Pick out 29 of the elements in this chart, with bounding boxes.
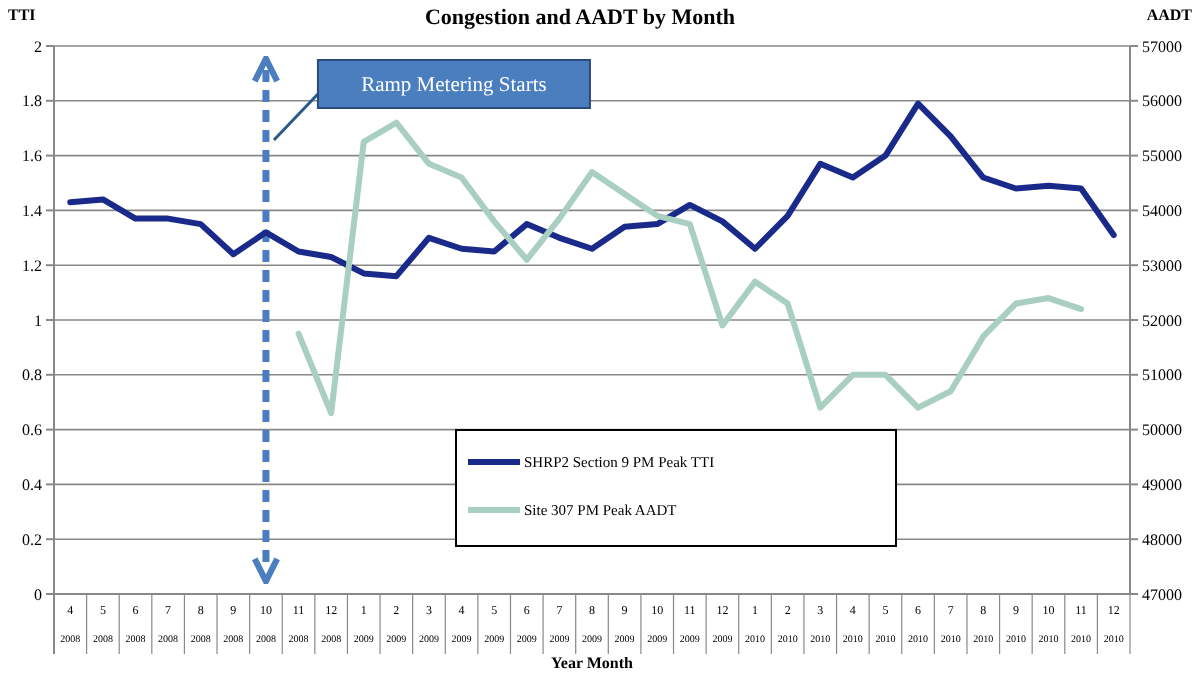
y-tick-label: 1.8: [22, 92, 42, 111]
y2-tick-label: 53000: [1142, 256, 1182, 275]
y2-tick-label: 50000: [1142, 421, 1182, 440]
annotation: Ramp Metering Starts: [361, 75, 547, 98]
y2-tick-label: 54000: [1142, 202, 1182, 220]
y2-tick-label: 48000: [1142, 530, 1182, 549]
y-tick-label: 1.2: [22, 256, 42, 275]
chart-title: Congestion and AADT by Month: [424, 6, 736, 30]
y2-tick-label: 52000: [1142, 311, 1182, 330]
y-tick-label: 0: [34, 585, 42, 604]
x-axis-title: Year Month: [551, 654, 635, 672]
y-tick-label: 0.8: [22, 366, 42, 385]
y2-tick-label: 55000: [1142, 147, 1182, 166]
y2-tick-label: 56000: [1142, 92, 1182, 111]
y-tick-label: 1.4: [22, 202, 42, 220]
y2-tick-label: 51000: [1142, 366, 1182, 385]
y2-tick-label: 57000: [1142, 37, 1182, 56]
y2-axis-title: AADT: [1146, 6, 1194, 24]
y-tick-label: 0.4: [22, 476, 42, 494]
y2-tick-label: 49000: [1142, 476, 1182, 494]
y-tick-label: 2: [34, 37, 42, 56]
y2-tick-label: 47000: [1142, 585, 1182, 604]
line-series: [67, 100, 1117, 280]
y-tick-label: 0.2: [22, 530, 42, 549]
y-tick-label: 0.6: [22, 421, 42, 440]
y-axis-title: TTI: [8, 6, 36, 24]
line-series: [295, 119, 1085, 417]
y-tick-label: 1.6: [22, 147, 42, 166]
y-tick-label: 1: [34, 311, 42, 330]
